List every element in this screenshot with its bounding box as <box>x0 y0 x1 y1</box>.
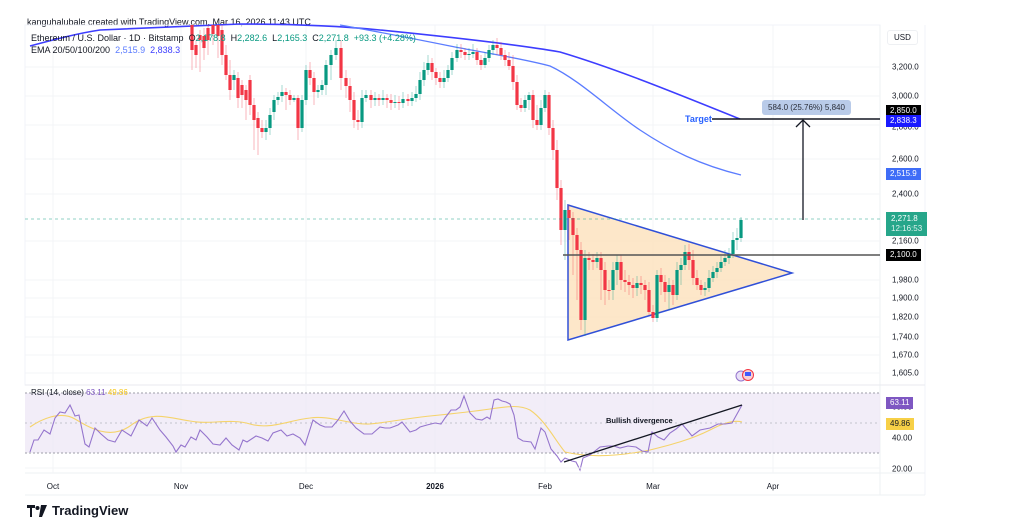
price-tick: 2,600.0 <box>892 154 919 164</box>
rsi-value-tag: 63.11 <box>886 397 914 409</box>
tradingview-logo-icon <box>27 504 47 517</box>
bullish-divergence-line[interactable] <box>563 404 743 463</box>
price-tick: 3,200.0 <box>892 62 919 72</box>
price-tick: 2,800.0 <box>892 122 919 132</box>
rsi-ma-tag: 49.86 <box>886 418 915 430</box>
symmetrical-triangle[interactable] <box>567 203 795 342</box>
rsi-tick: 20.00 <box>892 464 913 474</box>
high-label: H <box>230 33 238 43</box>
price-tick: 1,605.0 <box>892 368 919 378</box>
divergence-label[interactable]: Bullish divergence <box>606 416 673 425</box>
time-tick: Nov <box>173 482 189 491</box>
ema-label[interactable]: EMA 20/50/100/200 <box>31 45 111 55</box>
low-value: 2,165.3 <box>277 33 308 43</box>
open-value: 2,178.8 <box>195 33 226 43</box>
open-label: O <box>188 33 196 43</box>
price-tick: 1,670.0 <box>892 350 919 360</box>
tradingview-logo[interactable]: TradingView <box>27 503 128 518</box>
arrow-head-icon <box>795 119 811 128</box>
measure-label[interactable]: 584.0 (25.76%) 5,840 <box>762 100 851 115</box>
ema200-line <box>29 23 741 120</box>
rsi-ma-value: 49.86 <box>107 388 128 397</box>
rsi-value: 63.11 <box>86 388 106 397</box>
time-tick: Apr <box>766 482 780 491</box>
price-tick: 1,900.0 <box>892 293 919 303</box>
ema200-value: 2,838.3 <box>150 45 181 55</box>
rsi-legend[interactable]: RSI (14, close) 63.11 49.86 <box>31 388 128 397</box>
rsi-band <box>25 393 880 453</box>
price-tick: 1,740.0 <box>892 332 919 342</box>
economic-event-icon[interactable] <box>735 369 754 382</box>
time-tick: Feb <box>538 482 552 491</box>
time-tick: Oct <box>46 482 60 491</box>
ema100-line <box>339 24 742 176</box>
last-price-value: 2,271.8 <box>891 214 918 223</box>
currency-label[interactable]: USD <box>887 30 918 45</box>
main-pane <box>24 24 881 386</box>
target-price-tag: 2,850.0 <box>886 105 921 117</box>
time-tick: Dec <box>298 482 314 491</box>
price-tick: 3,000.0 <box>892 91 919 101</box>
brand-name: TradingView <box>52 503 129 518</box>
grid-horizontal <box>25 66 880 374</box>
time-tick: Mar <box>646 482 660 491</box>
close-label: C <box>312 33 319 43</box>
high-value: 2,282.6 <box>237 33 268 43</box>
symbol-title[interactable]: Ethereum / U.S. Dollar · 1D · Bitstamp <box>31 33 184 43</box>
low-label: L <box>272 33 278 43</box>
price-tick: 2,400.0 <box>892 189 919 199</box>
price-tick: 1,980.0 <box>892 275 919 285</box>
time-tick-year: 2026 <box>426 482 444 491</box>
chart-credit: kanguhalubale created with TradingView.c… <box>27 17 311 27</box>
bar-countdown: 12:16:53 <box>891 224 923 233</box>
rsi-label: RSI (14, close) <box>31 388 84 397</box>
target-label[interactable]: Target <box>685 114 712 124</box>
rsi-tick: 40.00 <box>892 433 913 443</box>
chart-legend: Ethereum / U.S. Dollar · 1D · Bitstamp O… <box>31 32 416 56</box>
last-price-tag: 2,271.8 12:16:53 <box>886 212 928 236</box>
breakout-price-tag: 2,100.0 <box>886 249 921 261</box>
candlesticks <box>190 25 743 336</box>
ema100-price-tag: 2,515.9 <box>886 168 921 180</box>
price-tick: 1,820.0 <box>892 312 919 322</box>
ema100-value: 2,515.9 <box>115 45 146 55</box>
close-value: 2,271.8 <box>318 33 349 43</box>
change-value: +93.3 (+4.28%) <box>353 33 416 43</box>
rsi-ma-line <box>29 405 743 457</box>
price-tick: 2,160.0 <box>892 236 919 246</box>
ema200-price-tag: 2,838.3 <box>886 115 921 127</box>
